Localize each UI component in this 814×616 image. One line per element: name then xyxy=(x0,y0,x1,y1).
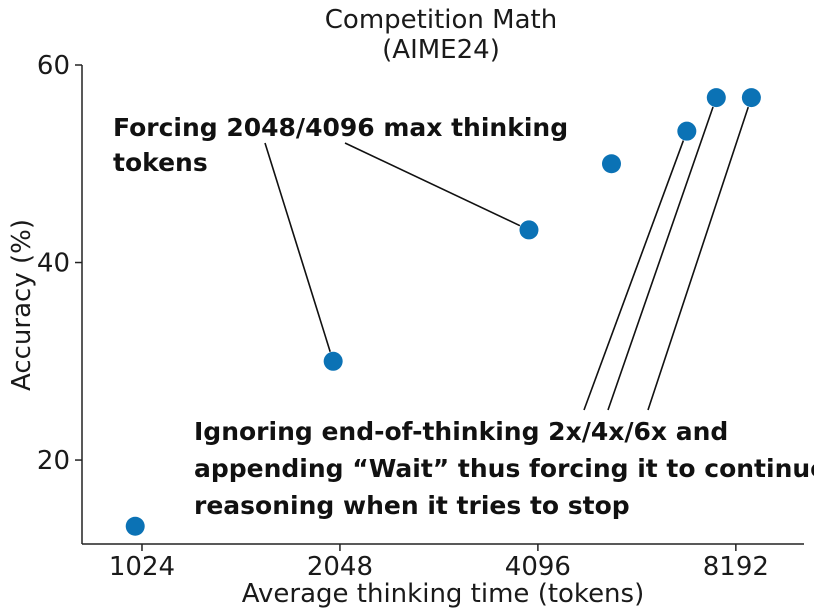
x-tick-label: 8192 xyxy=(703,552,769,582)
annotation-1-line-2: tokens xyxy=(113,148,208,177)
x-tick-label: 2048 xyxy=(307,552,373,582)
y-tick-label: 40 xyxy=(37,249,70,279)
x-tick-label: 1024 xyxy=(109,552,175,582)
y-axis-label: Accuracy (%) xyxy=(7,219,37,391)
annotation-leader-line xyxy=(607,106,714,411)
data-point xyxy=(519,220,539,240)
data-points xyxy=(125,88,761,536)
annotation-leaders xyxy=(264,106,749,411)
x-axis-label: Average thinking time (tokens) xyxy=(242,579,644,609)
annotation-1-line-1: Forcing 2048/4096 max thinking xyxy=(113,113,568,142)
annotation-2-line-1: Ignoring end-of-thinking 2x/4x/6x and xyxy=(194,417,728,446)
data-point xyxy=(323,351,343,371)
y-tick-label: 60 xyxy=(37,51,70,81)
chart-title-line1: Competition Math xyxy=(325,5,557,35)
annotation-leader-line xyxy=(647,106,749,411)
annotation-leader-line xyxy=(583,140,685,411)
data-point xyxy=(741,88,761,108)
y-tick-label: 20 xyxy=(37,446,70,476)
y-ticks: 20 40 60 xyxy=(37,51,82,476)
data-point xyxy=(706,88,726,108)
annotation-2-line-3: reasoning when it tries to stop xyxy=(194,491,630,520)
data-point xyxy=(677,121,697,141)
data-point xyxy=(125,516,145,536)
annotation-2-line-2: appending “Wait” thus forcing it to cont… xyxy=(194,454,814,483)
data-point xyxy=(601,154,621,174)
x-tick-label: 4096 xyxy=(505,552,571,582)
annotation-leader-line xyxy=(264,142,331,352)
annotation-leader-line xyxy=(344,142,521,227)
x-ticks: 1024 2048 4096 8192 xyxy=(109,544,769,582)
chart-title-line2: (AIME24) xyxy=(382,35,500,65)
